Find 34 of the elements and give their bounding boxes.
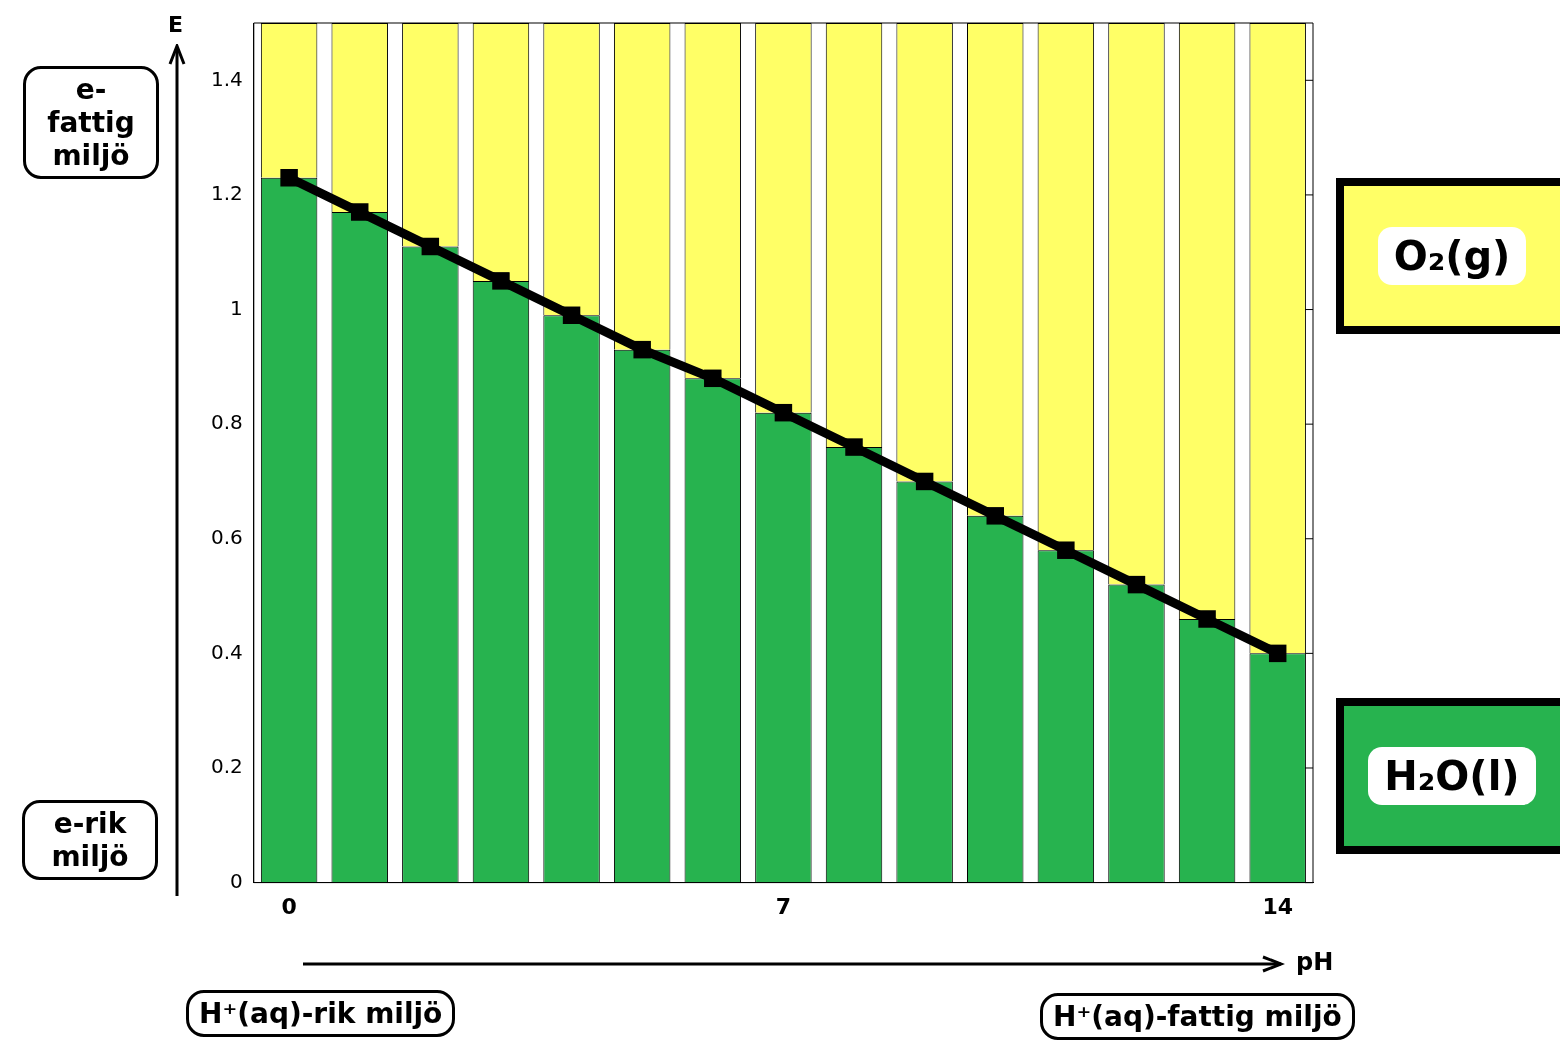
- y-tick-label: 1: [230, 295, 243, 320]
- y-tick-label: 0.4: [210, 639, 243, 664]
- point: [986, 507, 1004, 525]
- x-tick-label: 14: [1262, 893, 1294, 919]
- point: [633, 340, 651, 359]
- point: [1268, 644, 1287, 663]
- text: H⁺(aq)-fattig miljö: [1040, 993, 1355, 1040]
- x-tick-label: 7: [775, 893, 792, 919]
- point: [492, 272, 510, 290]
- point: [704, 369, 722, 388]
- y-axis-title: E: [168, 12, 184, 37]
- y-tick-label: 0.8: [210, 410, 243, 435]
- text: H⁺(aq)-rik miljö: [186, 990, 456, 1037]
- text: e-fattig miljö: [23, 66, 159, 179]
- y-tick-label: 0.2: [210, 754, 243, 779]
- point: [562, 306, 581, 325]
- series-label: H₂O(l): [1368, 747, 1536, 805]
- text: O₂(g): [1377, 227, 1527, 285]
- point: [421, 237, 440, 256]
- point: [350, 203, 369, 221]
- text: e-rik miljö: [22, 800, 158, 880]
- point: [280, 168, 298, 187]
- point: [774, 403, 793, 422]
- y-tick-label: 0: [230, 868, 243, 893]
- point: [1127, 575, 1146, 594]
- x-tick-label: 0: [281, 893, 297, 919]
- x-axis-title: pH: [1296, 948, 1334, 976]
- y-tick-label: 1.2: [210, 181, 243, 206]
- point: [915, 472, 934, 491]
- point: [1198, 610, 1216, 628]
- point: [845, 438, 863, 456]
- y-tick-label: 0.6: [210, 524, 243, 549]
- y-tick-label: 1.4: [210, 66, 243, 91]
- point: [1057, 541, 1075, 559]
